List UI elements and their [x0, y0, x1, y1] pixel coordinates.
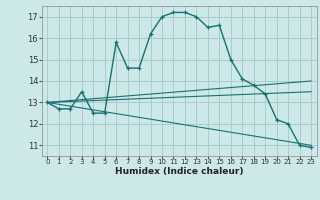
X-axis label: Humidex (Indice chaleur): Humidex (Indice chaleur) [115, 167, 244, 176]
